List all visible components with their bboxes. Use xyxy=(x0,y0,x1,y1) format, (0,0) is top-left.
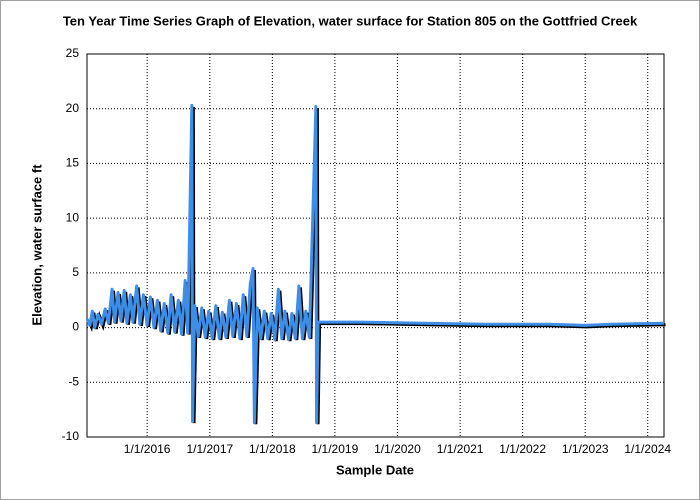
plot-area xyxy=(86,53,665,438)
y-tick-label: 25 xyxy=(66,46,80,60)
chart-title: Ten Year Time Series Graph of Elevation,… xyxy=(63,13,638,28)
y-tick-label: 5 xyxy=(72,265,79,279)
y-tick-label: 0 xyxy=(72,320,79,334)
x-tick-label: 1/1/2022 xyxy=(499,442,546,456)
x-axis-label: Sample Date xyxy=(336,462,414,477)
y-tick-label: -10 xyxy=(62,429,80,443)
x-tick-label: 1/1/2024 xyxy=(624,442,671,456)
y-tick-label: 10 xyxy=(66,210,80,224)
y-tick-label: 20 xyxy=(66,101,80,115)
y-tick-label: 15 xyxy=(66,156,80,170)
x-tick-label: 1/1/2019 xyxy=(312,442,359,456)
x-tick-label: 1/1/2023 xyxy=(562,442,609,456)
y-tick-label: -5 xyxy=(68,374,79,388)
x-tick-label: 1/1/2021 xyxy=(437,442,484,456)
x-tick-label: 1/1/2017 xyxy=(186,442,233,456)
y-axis-label: Elevation, water surface ft xyxy=(29,164,44,326)
x-tick-label: 1/1/2020 xyxy=(374,442,421,456)
x-tick-label: 1/1/2018 xyxy=(249,442,296,456)
x-tick-label: 1/1/2016 xyxy=(124,442,171,456)
line xyxy=(85,103,665,425)
